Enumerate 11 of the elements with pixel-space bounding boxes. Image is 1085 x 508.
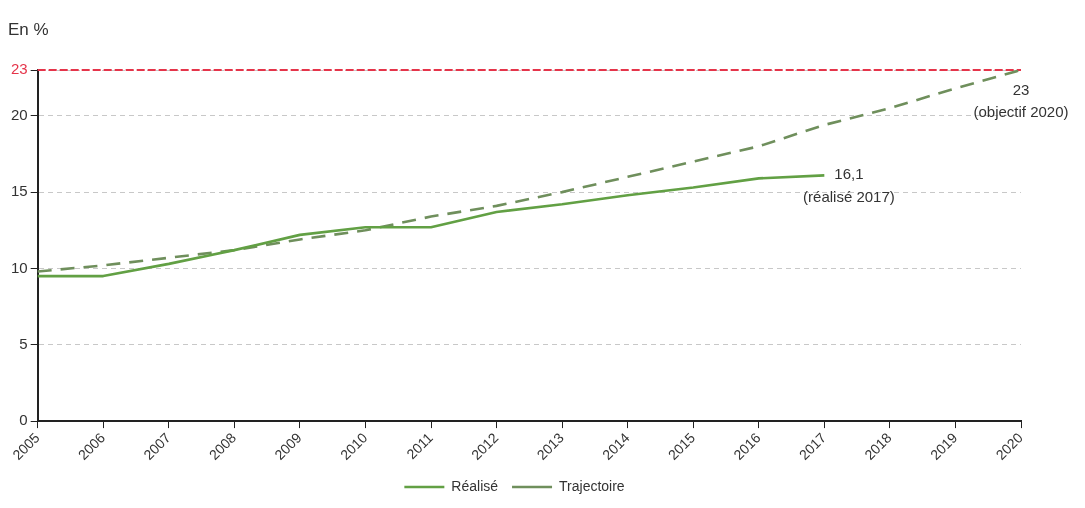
y-tick-label: 0 (19, 411, 28, 429)
y-axis-title: En % (8, 19, 49, 39)
legend-label: Réalisé (451, 477, 499, 494)
annotation: 16,1 (réalisé 2017) (803, 165, 895, 206)
y-tick-label: 20 (11, 105, 28, 123)
y-tick-label: 15 (11, 182, 28, 200)
y-tick-label: 10 (11, 258, 28, 276)
annotation: 23 (objectif 2020) (973, 81, 1069, 121)
legend-label: Trajectoire (559, 477, 625, 494)
y-tick-label: 5 (19, 334, 28, 352)
y-tick-label: 23 (11, 60, 28, 78)
